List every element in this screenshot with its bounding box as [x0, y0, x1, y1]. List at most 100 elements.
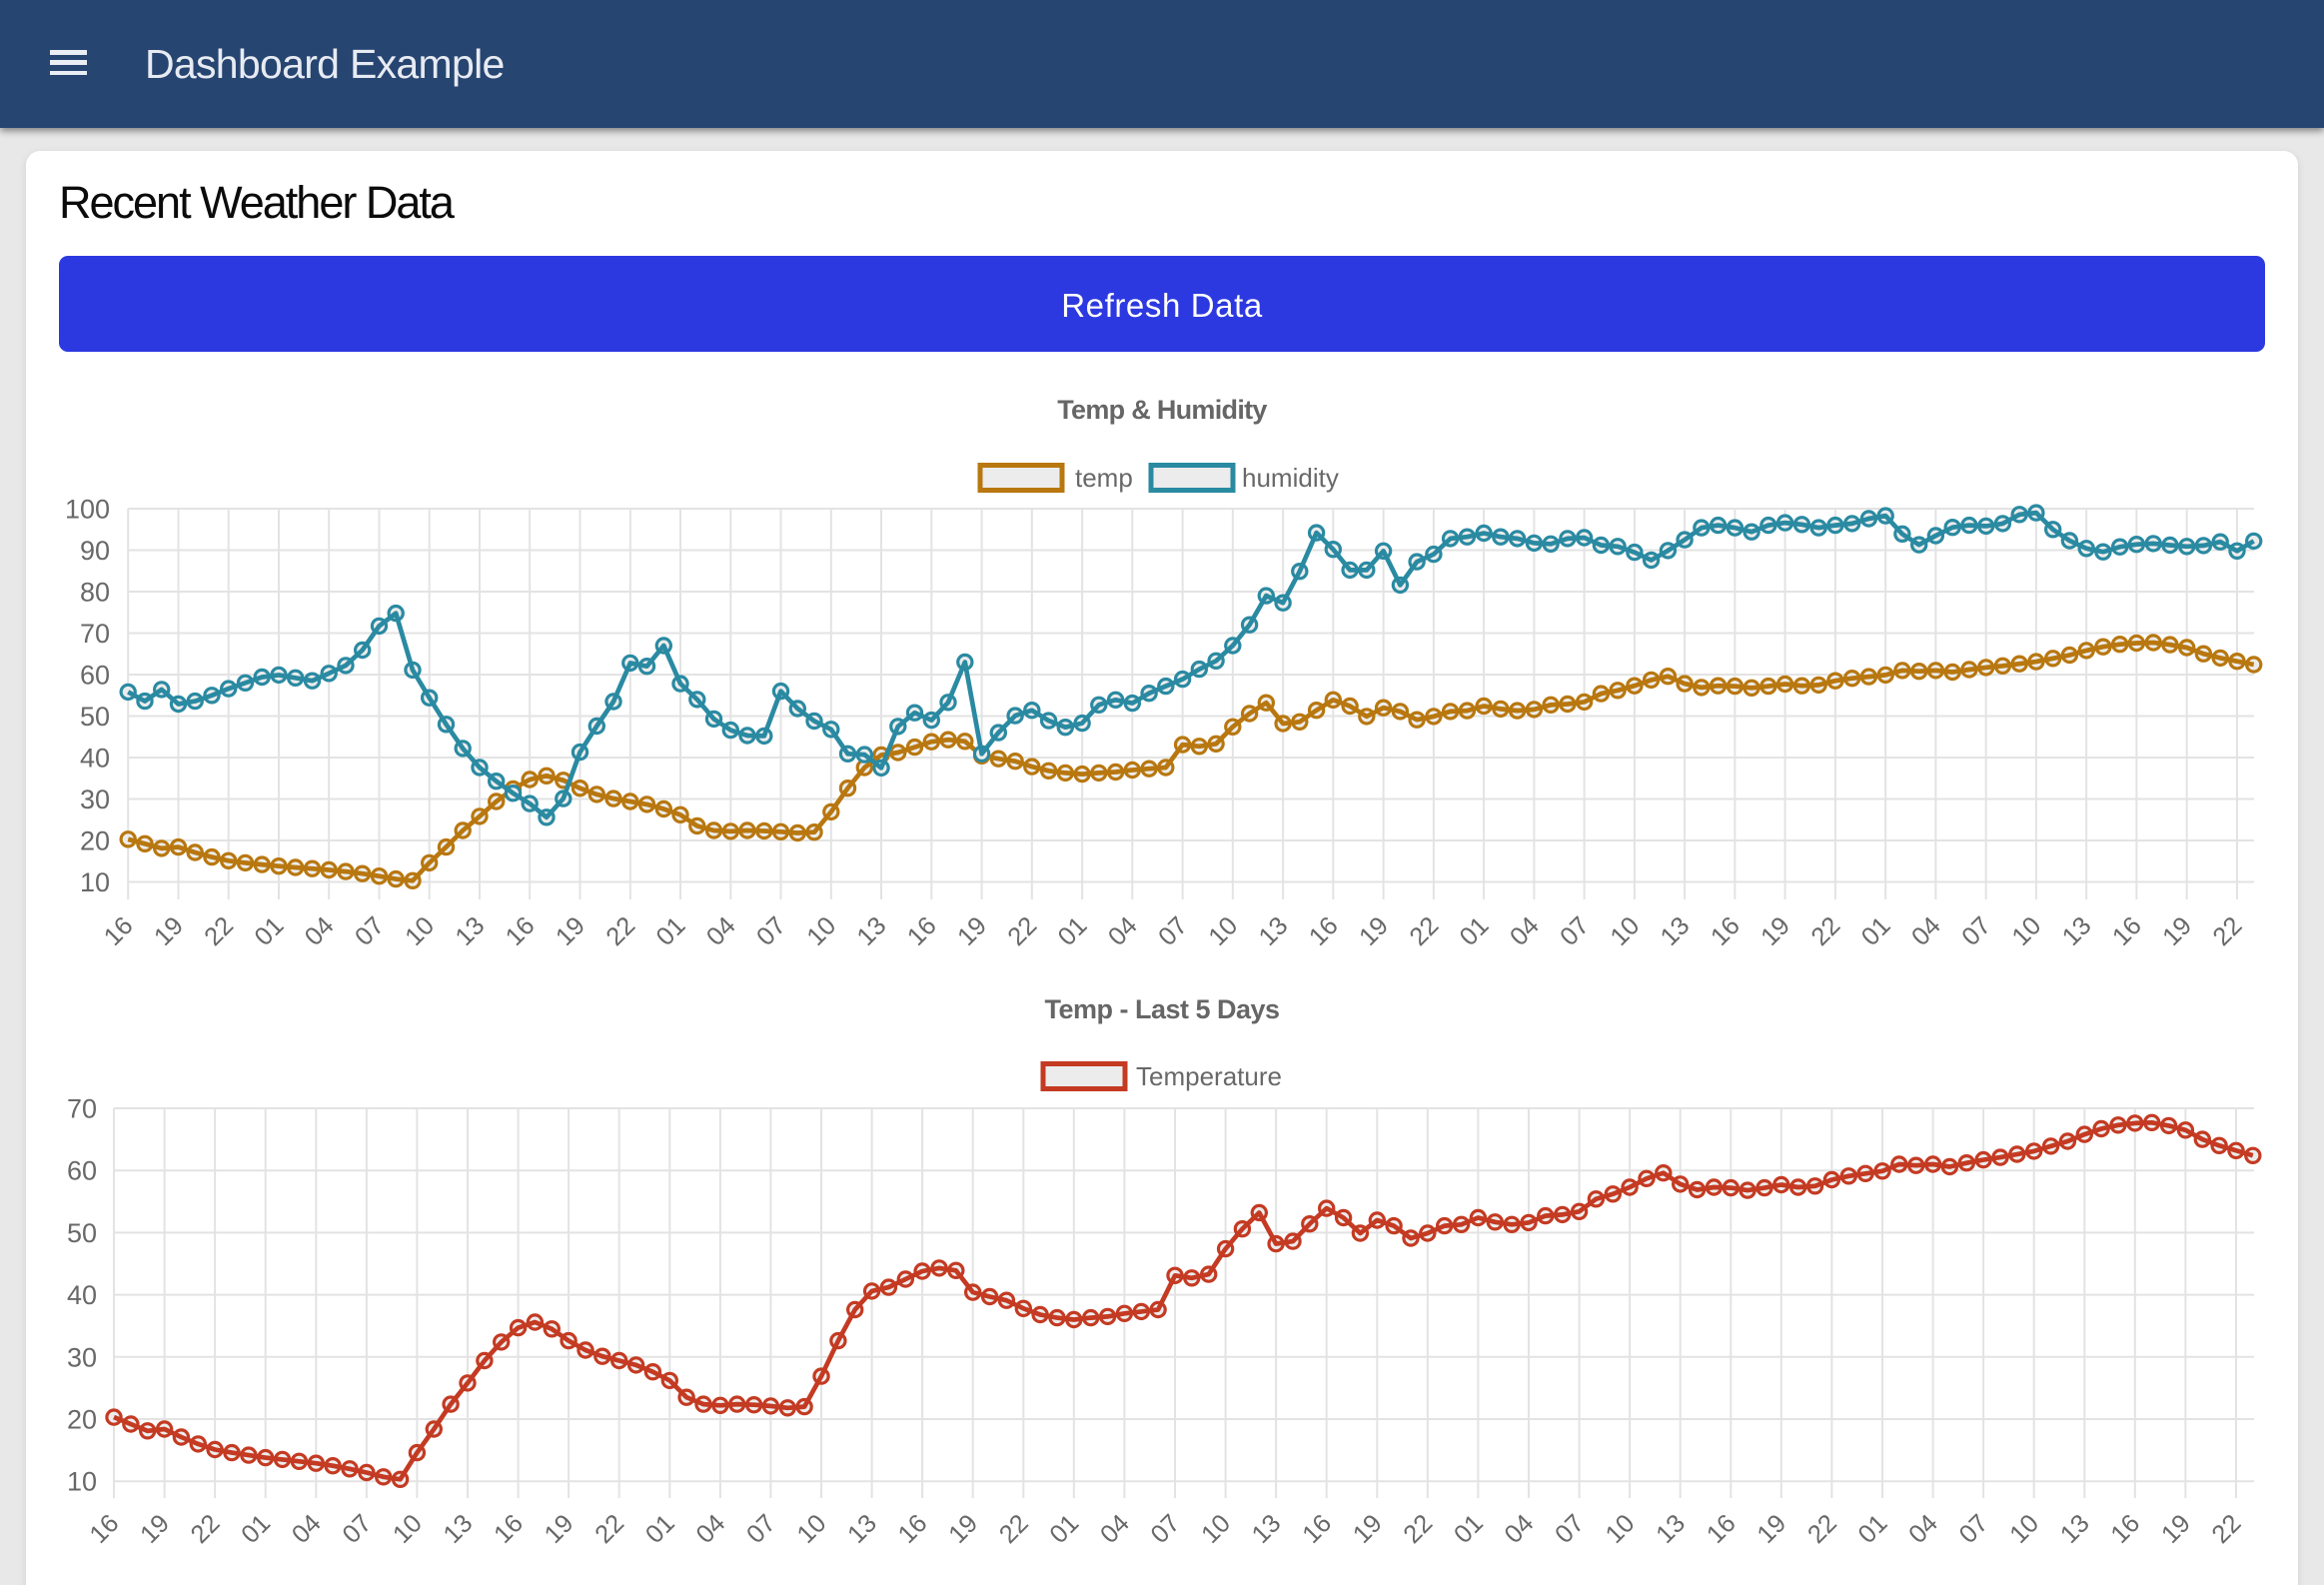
svg-text:16: 16 — [902, 911, 942, 951]
svg-text:Temp - Last 5 Days: Temp - Last 5 Days — [1044, 994, 1279, 1024]
svg-text:01: 01 — [1856, 911, 1896, 951]
svg-text:19: 19 — [1348, 1509, 1388, 1549]
svg-text:60: 60 — [80, 661, 110, 691]
svg-text:07: 07 — [1956, 911, 1996, 951]
svg-text:01: 01 — [1044, 1509, 1084, 1549]
svg-text:22: 22 — [1405, 911, 1445, 951]
svg-text:16: 16 — [85, 1509, 125, 1549]
svg-text:10: 10 — [388, 1509, 428, 1549]
svg-text:04: 04 — [691, 1509, 731, 1549]
svg-text:13: 13 — [2055, 1509, 2095, 1549]
svg-text:13: 13 — [842, 1509, 882, 1549]
svg-text:22: 22 — [2207, 1509, 2247, 1549]
svg-text:19: 19 — [1751, 1509, 1791, 1549]
svg-text:30: 30 — [67, 1342, 97, 1372]
svg-text:07: 07 — [1153, 911, 1193, 951]
svg-text:60: 60 — [67, 1156, 97, 1186]
svg-text:10: 10 — [1203, 911, 1243, 951]
svg-text:10: 10 — [400, 911, 440, 951]
svg-text:19: 19 — [2156, 1509, 2196, 1549]
svg-text:04: 04 — [1903, 1509, 1943, 1549]
svg-text:70: 70 — [67, 1094, 97, 1124]
svg-text:50: 50 — [80, 702, 110, 732]
svg-text:10: 10 — [1606, 911, 1646, 951]
svg-text:19: 19 — [551, 911, 590, 951]
svg-text:16: 16 — [501, 911, 541, 951]
svg-text:13: 13 — [439, 1509, 479, 1549]
svg-text:04: 04 — [1103, 911, 1143, 951]
svg-text:16: 16 — [1304, 911, 1344, 951]
svg-text:04: 04 — [287, 1509, 327, 1549]
svg-text:16: 16 — [893, 1509, 933, 1549]
svg-text:19: 19 — [2157, 911, 2197, 951]
svg-text:04: 04 — [1505, 911, 1545, 951]
svg-text:16: 16 — [1702, 1509, 1742, 1549]
svg-text:07: 07 — [1146, 1509, 1186, 1549]
svg-text:04: 04 — [701, 911, 741, 951]
svg-text:01: 01 — [1053, 911, 1093, 951]
svg-text:40: 40 — [80, 744, 110, 774]
svg-text:humidity: humidity — [1242, 463, 1339, 493]
svg-text:16: 16 — [2107, 911, 2147, 951]
svg-text:01: 01 — [250, 911, 290, 951]
svg-text:19: 19 — [1755, 911, 1795, 951]
svg-text:10: 10 — [792, 1509, 832, 1549]
svg-text:50: 50 — [67, 1218, 97, 1248]
svg-text:22: 22 — [2208, 911, 2248, 951]
svg-text:01: 01 — [651, 911, 691, 951]
svg-text:01: 01 — [1449, 1509, 1489, 1549]
svg-text:04: 04 — [1906, 911, 1946, 951]
svg-text:Temp & Humidity: Temp & Humidity — [1057, 395, 1267, 425]
svg-text:19: 19 — [540, 1509, 580, 1549]
svg-text:10: 10 — [67, 1467, 97, 1497]
svg-text:16: 16 — [99, 911, 139, 951]
svg-text:10: 10 — [2007, 911, 2047, 951]
svg-text:22: 22 — [1802, 1509, 1842, 1549]
svg-text:16: 16 — [1706, 911, 1745, 951]
svg-text:temp: temp — [1075, 463, 1133, 493]
svg-text:01: 01 — [236, 1509, 276, 1549]
svg-text:22: 22 — [1806, 911, 1846, 951]
svg-text:10: 10 — [1196, 1509, 1236, 1549]
svg-text:22: 22 — [1002, 911, 1042, 951]
svg-text:13: 13 — [1651, 1509, 1691, 1549]
svg-text:22: 22 — [186, 1509, 226, 1549]
svg-text:30: 30 — [80, 785, 110, 814]
svg-text:20: 20 — [80, 826, 110, 856]
svg-text:16: 16 — [489, 1509, 529, 1549]
svg-text:70: 70 — [80, 619, 110, 649]
svg-text:19: 19 — [135, 1509, 175, 1549]
svg-text:90: 90 — [80, 536, 110, 566]
svg-text:07: 07 — [741, 1509, 781, 1549]
svg-text:13: 13 — [852, 911, 892, 951]
svg-text:19: 19 — [952, 911, 992, 951]
svg-text:07: 07 — [751, 911, 791, 951]
svg-text:07: 07 — [1555, 911, 1595, 951]
svg-text:13: 13 — [2057, 911, 2097, 951]
svg-text:22: 22 — [600, 911, 640, 951]
svg-text:10: 10 — [801, 911, 841, 951]
svg-text:19: 19 — [943, 1509, 983, 1549]
svg-text:20: 20 — [67, 1405, 97, 1435]
svg-text:10: 10 — [80, 867, 110, 897]
svg-text:40: 40 — [67, 1280, 97, 1310]
svg-text:19: 19 — [1354, 911, 1394, 951]
svg-text:07: 07 — [338, 1509, 378, 1549]
svg-text:10: 10 — [1601, 1509, 1641, 1549]
svg-text:04: 04 — [1500, 1509, 1540, 1549]
svg-text:01: 01 — [640, 1509, 680, 1549]
svg-text:13: 13 — [451, 911, 491, 951]
svg-text:04: 04 — [1095, 1509, 1135, 1549]
svg-text:19: 19 — [149, 911, 189, 951]
svg-text:22: 22 — [589, 1509, 629, 1549]
svg-text:22: 22 — [994, 1509, 1034, 1549]
svg-text:Temperature: Temperature — [1136, 1061, 1282, 1091]
svg-text:13: 13 — [1254, 911, 1294, 951]
svg-text:04: 04 — [300, 911, 340, 951]
svg-text:13: 13 — [1656, 911, 1696, 951]
svg-text:10: 10 — [2004, 1509, 2044, 1549]
svg-text:07: 07 — [1550, 1509, 1590, 1549]
svg-text:13: 13 — [1247, 1509, 1287, 1549]
svg-text:01: 01 — [1455, 911, 1495, 951]
svg-text:01: 01 — [1853, 1509, 1893, 1549]
